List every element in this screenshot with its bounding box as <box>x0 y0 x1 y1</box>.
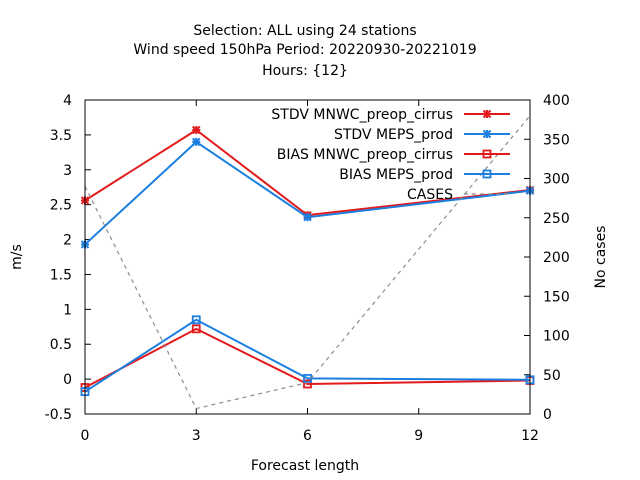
y2-tick-label: 300 <box>543 172 570 188</box>
y-tick-label: 2 <box>63 233 72 249</box>
x-tick-label: 6 <box>303 428 312 444</box>
y-tick-label: 0.5 <box>50 337 72 353</box>
y2-tick-label: 350 <box>543 132 570 148</box>
legend-label: STDV MEPS_prod <box>334 127 453 143</box>
y-tick-label: 1 <box>63 302 72 318</box>
y2-tick-label: 150 <box>543 289 570 305</box>
y-tick-label: 3.5 <box>50 128 72 144</box>
legend-marker <box>482 149 492 159</box>
series-line-1 <box>84 128 531 217</box>
data-point <box>192 125 201 135</box>
y2-axis-label: No cases <box>593 226 609 289</box>
chart-title: Selection: ALL using 24 stations Wind sp… <box>133 23 476 79</box>
data-point <box>191 315 201 325</box>
series-line-3 <box>84 327 531 389</box>
plot-frame <box>84 99 531 415</box>
legend: STDV MNWC_preop_cirrus STDV MEPS_prod BIAS… <box>271 107 510 203</box>
y2-tick-label: 0 <box>543 407 552 423</box>
x-tick-label: 0 <box>81 428 90 444</box>
series-line-5 <box>84 115 531 410</box>
y-tick-label: -0.5 <box>45 407 72 423</box>
title-line-3: Hours: {12} <box>262 63 348 79</box>
title-line-1: Selection: ALL using 24 stations <box>193 23 416 39</box>
axis-ticks: 0 3 6 9 12 -0.5 0 0.5 1 1.5 2 2.5 3 3.5 4 0 50 100 150 200 2… <box>45 93 570 444</box>
legend-label: BIAS MNWC_preop_cirrus <box>277 147 453 163</box>
legend-marker <box>482 169 492 179</box>
data-point <box>191 324 201 334</box>
x-tick-label: 3 <box>192 428 201 444</box>
legend-label: CASES <box>407 187 453 203</box>
y2-tick-label: 100 <box>543 329 570 345</box>
y-tick-label: 4 <box>63 93 72 109</box>
data-point <box>303 379 312 389</box>
plot-area <box>80 115 535 410</box>
y-tick-label: 2.5 <box>50 198 72 214</box>
series-line-2 <box>84 140 531 246</box>
y2-tick-label: 250 <box>543 211 570 227</box>
y-tick-label: 3 <box>63 163 72 179</box>
y-tick-label: 1.5 <box>50 267 72 283</box>
data-point <box>303 213 312 222</box>
x-axis-label: Forecast length <box>251 458 359 474</box>
x-tick-label: 9 <box>414 428 423 444</box>
y2-tick-label: 400 <box>543 93 570 109</box>
legend-marker <box>482 109 492 119</box>
series-line-4 <box>84 318 531 393</box>
y-axis-label: m/s <box>9 244 25 270</box>
legend-label: BIAS MEPS_prod <box>339 167 453 183</box>
data-point <box>192 137 201 147</box>
y-tick-label: 0 <box>63 372 72 388</box>
y2-tick-label: 50 <box>543 368 561 384</box>
legend-marker <box>482 129 492 139</box>
y2-tick-label: 200 <box>543 250 570 266</box>
title-line-2: Wind speed 150hPa Period: 20220930-20221… <box>133 42 476 58</box>
x-tick-label: 12 <box>521 428 539 444</box>
legend-label: STDV MNWC_preop_cirrus <box>271 107 453 123</box>
